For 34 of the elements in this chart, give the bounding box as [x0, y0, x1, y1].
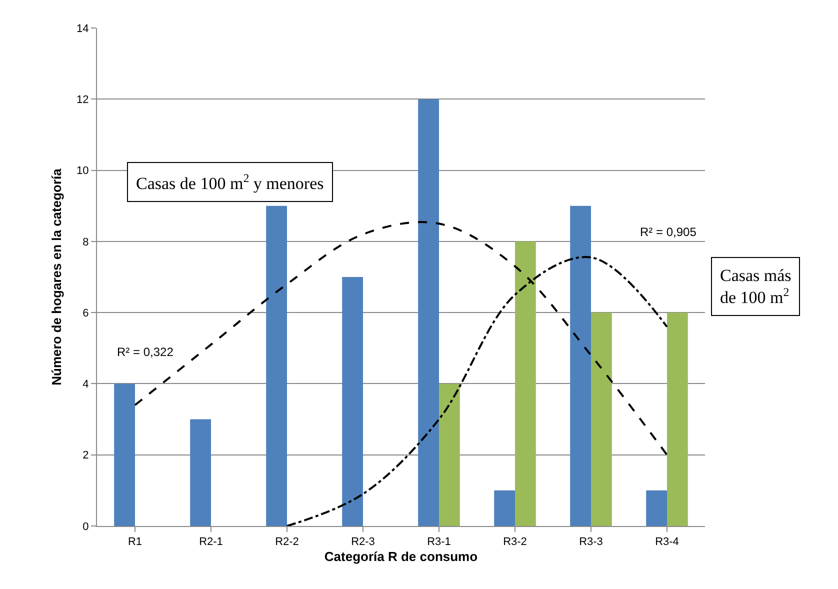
x-tick-label: R3-4: [655, 536, 679, 548]
bar: [418, 99, 439, 526]
y-tick-label: 14: [76, 22, 89, 35]
x-tick-label: R1: [128, 536, 142, 548]
annotation: Casas de 100 m$^{2}$ y menores: [136, 171, 324, 194]
x-tick-label: R2-3: [351, 536, 375, 548]
bar: [494, 490, 515, 526]
bar: [515, 241, 536, 526]
bar: [114, 384, 135, 526]
annotation: R² = 0,905: [640, 225, 697, 239]
y-tick-label: 6: [82, 307, 89, 320]
y-tick-label: 0: [82, 520, 89, 533]
bar: [646, 490, 667, 526]
bar: [439, 384, 460, 526]
bar: [190, 419, 211, 526]
x-tick-label: R2-1: [199, 536, 223, 548]
bar: [342, 277, 363, 526]
x-tick-label: R3-1: [427, 536, 451, 548]
x-axis-title: Categoría R de consumo: [324, 548, 478, 564]
x-tick-label: R3-2: [503, 536, 527, 548]
y-axis-title: Número de hogares en la categoría: [49, 168, 64, 386]
x-tick-label: R2-2: [275, 536, 299, 548]
bar: [266, 206, 287, 526]
bar: [591, 312, 612, 526]
bar: [570, 206, 591, 526]
annotation: R² = 0,322: [117, 345, 174, 359]
y-tick-label: 2: [82, 450, 89, 462]
y-tick-label: 12: [76, 94, 89, 106]
text: Casas más de 100 m$^{2}$: [720, 266, 792, 308]
x-tick-label: R3-3: [579, 536, 603, 548]
bar: [667, 312, 688, 526]
y-tick-label: 10: [76, 165, 89, 178]
y-tick-label: 8: [82, 236, 89, 248]
y-tick-label: 4: [82, 378, 89, 391]
